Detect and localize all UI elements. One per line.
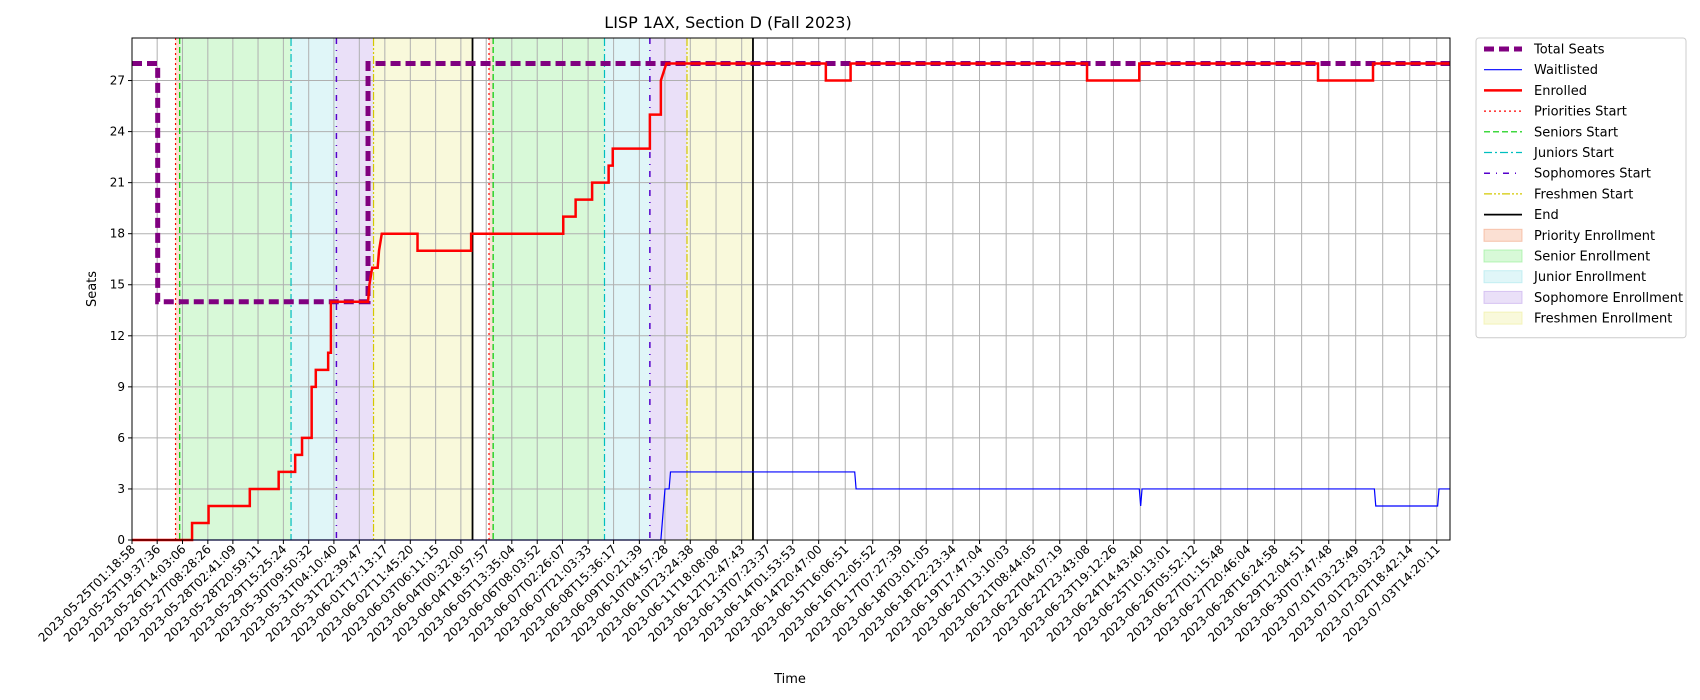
phase-markers <box>174 38 754 540</box>
phase-band-5 <box>489 38 494 540</box>
x-axis-ticks: 2023-05-25T01:18:582023-05-25T19:37:3620… <box>36 540 1443 645</box>
legend-swatch-senior-enrollment <box>1483 249 1523 263</box>
y-tick-label-6: 18 <box>110 227 125 241</box>
legend: Total Seats Waitlisted Enrolled Priorities … <box>1475 37 1687 339</box>
series-total-seats <box>132 61 1450 305</box>
phase-band-7 <box>604 38 650 540</box>
phase-band-0 <box>175 38 180 540</box>
y-axis-ticks: 0 3 6 9 12 15 18 21 24 27 <box>110 74 132 547</box>
y-tick-label-4: 12 <box>110 329 125 343</box>
y-tick-label-8: 24 <box>110 125 125 139</box>
y-tick-label-5: 15 <box>110 278 125 292</box>
y-tick-label-9: 27 <box>110 74 125 88</box>
legend-swatch-freshmen-enrollment <box>1483 311 1523 325</box>
legend-label-sophomore-enrollment: Sophomore Enrollment <box>1534 291 1683 306</box>
legend-label-junior-enrollment: Junior Enrollment <box>1533 270 1646 285</box>
grid-lines <box>131 38 1450 541</box>
legend-label-end: End <box>1534 208 1559 223</box>
legend-label-juniors-start: Juniors Start <box>1533 146 1614 161</box>
legend-label-total-seats: Total Seats <box>1533 43 1605 58</box>
legend-label-sophomores-start: Sophomores Start <box>1534 167 1651 182</box>
y-tick-label-3: 9 <box>117 380 125 394</box>
legend-swatch-sophomore-enrollment <box>1483 290 1523 304</box>
phase-band-4 <box>373 38 473 540</box>
data-series <box>132 61 1450 542</box>
y-tick-label-0: 0 <box>117 533 125 547</box>
legend-label-seniors-start: Seniors Start <box>1534 125 1618 140</box>
x-axis-label: Time <box>773 672 806 687</box>
phase-band-9 <box>686 38 753 540</box>
y-tick-label-1: 3 <box>117 482 125 496</box>
legend-box <box>1475 37 1687 339</box>
phase-band-2 <box>291 38 337 540</box>
legend-label-enrolled: Enrolled <box>1534 84 1587 99</box>
legend-label-priorities-start: Priorities Start <box>1534 105 1627 120</box>
legend-label-senior-enrollment: Senior Enrollment <box>1534 250 1650 265</box>
y-tick-label-7: 21 <box>110 176 125 190</box>
phase-bands <box>175 38 753 540</box>
legend-swatch-junior-enrollment <box>1483 270 1523 284</box>
phase-band-1 <box>179 38 292 540</box>
y-tick-label-2: 6 <box>117 431 125 445</box>
legend-swatch-priority-enrollment <box>1483 228 1523 242</box>
legend-label-waitlisted: Waitlisted <box>1534 63 1598 78</box>
phase-band-8 <box>649 38 687 540</box>
series-waitlisted <box>132 471 1450 541</box>
legend-label-freshmen-enrollment: Freshmen Enrollment <box>1534 312 1672 327</box>
legend-label-priority-enrollment: Priority Enrollment <box>1534 229 1655 244</box>
y-axis-label: Seats <box>85 271 100 307</box>
chart-title: LISP 1AX, Section D (Fall 2023) <box>604 13 851 32</box>
legend-label-freshmen-start: Freshmen Start <box>1534 187 1633 202</box>
series-enrolled <box>132 62 1450 542</box>
plot-frame <box>131 37 1451 541</box>
